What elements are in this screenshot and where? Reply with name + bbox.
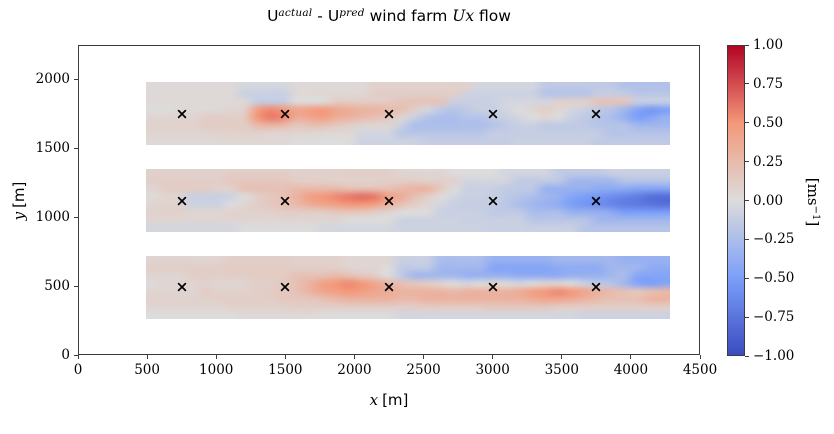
heatmap-strip-middle-row [145, 169, 670, 232]
x-marker-icon [384, 109, 394, 119]
y-axis-tick-label: 1000 [35, 209, 70, 226]
x-axis-variable: x [369, 391, 379, 409]
x-marker-icon [384, 196, 394, 206]
x-axis-tick [284, 355, 286, 359]
y-axis-tick [74, 354, 78, 356]
x-marker-icon [177, 196, 187, 206]
x-axis-tick-label: 2000 [337, 362, 372, 378]
heatmap-strip-bottom-row [145, 255, 670, 319]
x-axis-tick-label: 4000 [613, 362, 649, 378]
x-axis-tick-label: 0 [73, 362, 83, 378]
x-marker-icon [488, 109, 498, 119]
colorbar-label-pre: [ms [804, 177, 822, 206]
title-separator: - [312, 7, 328, 25]
colorbar-tick-label: 0.00 [753, 192, 784, 209]
heatmap-strip-top-row [145, 82, 670, 146]
x-marker-icon [280, 282, 290, 292]
colorbar-tick-label: 0.25 [753, 153, 784, 170]
x-marker-icon [280, 196, 290, 206]
x-marker-icon [488, 196, 498, 206]
colorbar-label: [ms−1] [804, 178, 822, 226]
colorbar-tick-label: −0.50 [753, 270, 795, 287]
plot-frame [78, 45, 700, 355]
x-axis-tick [699, 355, 701, 359]
x-axis-label: x [m] [78, 391, 700, 409]
colorbar-tick-label: −1.00 [753, 348, 795, 364]
x-marker-icon [488, 282, 498, 292]
x-marker-icon [591, 282, 601, 292]
colorbar-tick-label: 1.00 [753, 37, 784, 53]
colorbar-tick [745, 44, 749, 46]
title-sup-pred: pred [339, 7, 365, 19]
x-axis-tick-label: 3000 [475, 362, 510, 378]
title-math-var: Ux [452, 7, 475, 25]
y-axis-tick-label: 500 [44, 278, 70, 295]
x-axis-tick [561, 355, 563, 359]
colorbar-tick [745, 200, 749, 201]
x-marker-icon [177, 282, 187, 292]
x-axis-tick [492, 355, 494, 359]
y-axis-tick-label: 2000 [35, 71, 70, 88]
title-u-actual: U [267, 7, 279, 25]
plot-title: Uactual - Upred wind farm Ux flow [78, 7, 700, 25]
colorbar-tick-label: −0.25 [753, 231, 795, 248]
title-mid: wind farm [364, 7, 453, 25]
colorbar-tick-label: 0.50 [753, 114, 784, 131]
x-axis-tick [77, 355, 79, 359]
colorbar-tick [745, 277, 749, 279]
colorbar-tick [745, 238, 749, 240]
x-axis-tick [630, 355, 632, 359]
title-u-pred: U [327, 7, 340, 25]
colorbar-tick [745, 355, 749, 357]
x-axis-tick [423, 355, 425, 359]
x-axis-tick-label: 2500 [406, 362, 441, 378]
y-axis-tick [74, 78, 78, 80]
x-axis-tick-label: 1500 [268, 362, 303, 378]
colorbar-gradient [727, 45, 745, 356]
colorbar-tick-label: −0.75 [753, 309, 795, 326]
colorbar-tick [745, 161, 749, 163]
x-axis-tick-label: 4500 [682, 362, 718, 378]
y-axis-tick [74, 216, 78, 218]
colorbar-tick-label: 0.75 [753, 75, 784, 92]
colorbar-tick [745, 122, 749, 124]
x-marker-icon [384, 282, 394, 292]
y-axis-tick [74, 147, 78, 149]
colorbar-tick [745, 83, 749, 85]
title-sup-actual: actual [278, 7, 313, 19]
y-axis-unit: [m] [10, 181, 28, 208]
title-tail: flow [474, 7, 511, 25]
x-axis-unit: [m] [382, 391, 409, 409]
x-axis-tick [353, 355, 355, 359]
x-marker-icon [177, 109, 187, 119]
x-axis-tick-label: 500 [134, 362, 160, 378]
y-axis-tick-label: 1500 [35, 140, 70, 157]
x-axis-tick-label: 1000 [199, 362, 234, 378]
colorbar-tick [745, 316, 749, 318]
x-axis-tick-label: 3500 [544, 362, 579, 378]
x-marker-icon [280, 109, 290, 119]
y-axis-tick-label: 0 [61, 347, 70, 363]
x-axis-tick [215, 355, 217, 359]
y-axis-tick [74, 285, 78, 287]
colorbar-label-post: ] [804, 220, 822, 227]
x-marker-icon [591, 196, 601, 206]
x-marker-icon [591, 109, 601, 119]
x-axis-tick [146, 355, 148, 359]
colorbar-label-sup: −1 [810, 205, 821, 221]
